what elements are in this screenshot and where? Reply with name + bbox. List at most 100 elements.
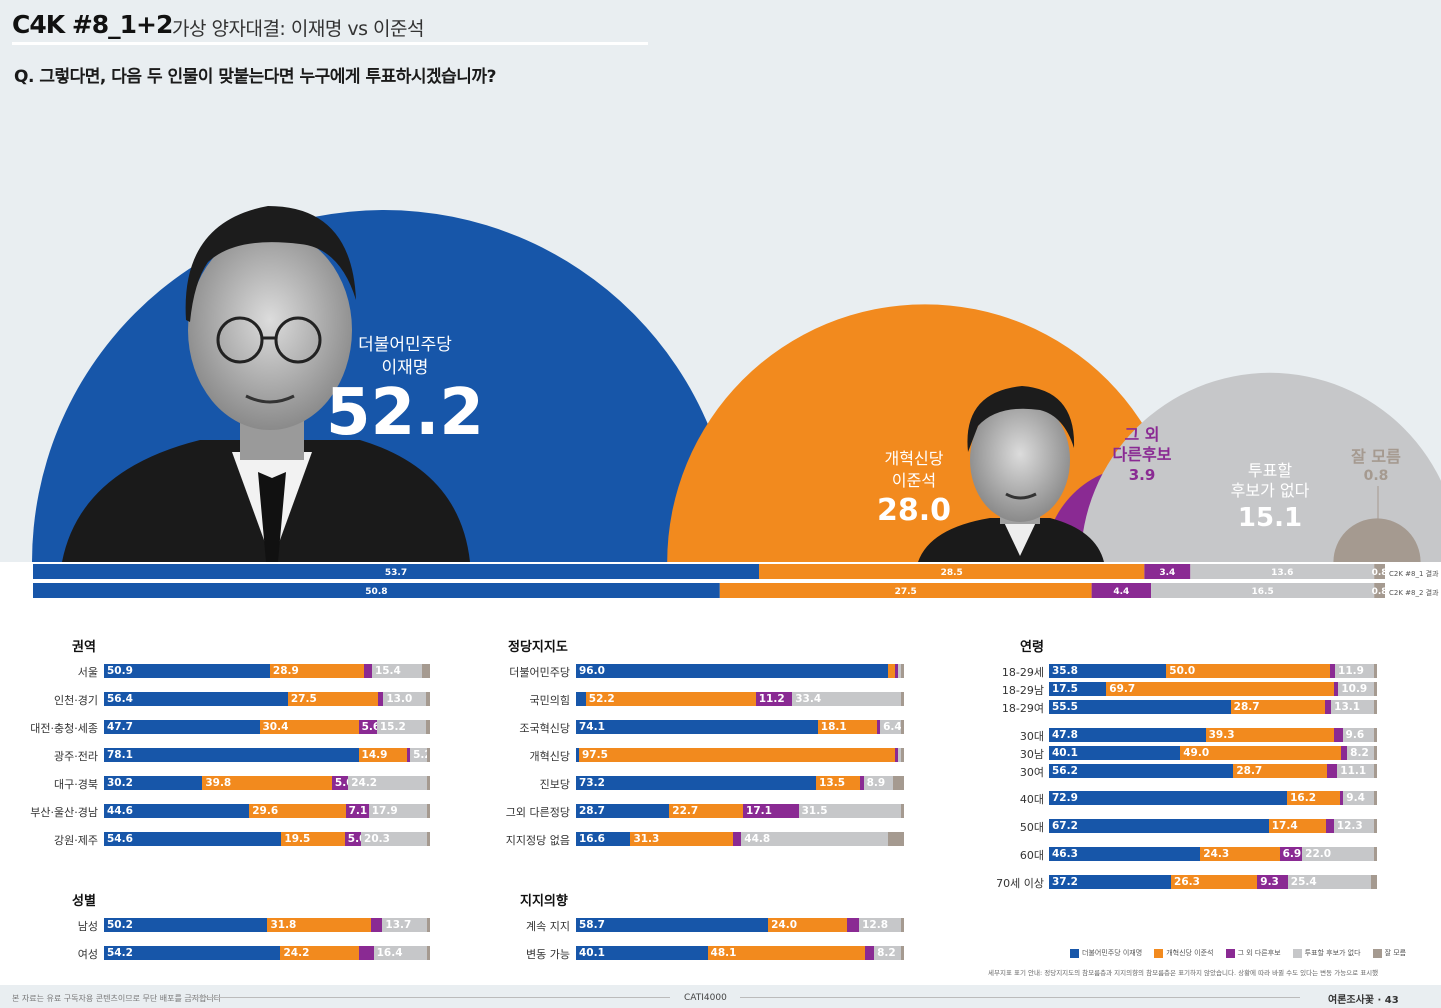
row-label: 지지정당 없음 <box>505 834 570 847</box>
bar-segment: 8.9 <box>863 776 893 790</box>
section-title: 연령 <box>1020 640 1044 655</box>
row-label: 30남 <box>1019 748 1044 761</box>
row-label: 개혁신당 <box>529 750 570 763</box>
bar-segment: 56.4 <box>104 692 288 706</box>
bar-segment: 72.9 <box>1049 791 1288 805</box>
bar-segment: 28.9 <box>269 664 365 678</box>
bar-segment <box>1325 819 1334 833</box>
bar-segment <box>576 692 586 706</box>
stacked-bar: 40.1 48.1 8.2 <box>576 946 905 960</box>
bar-segment: 24.3 <box>1200 847 1280 861</box>
bar-segment: 46.3 <box>1049 847 1201 861</box>
bar-segment <box>897 664 901 678</box>
footer-notice: 본 자료는 유료 구독자용 콘텐츠이므로 무단 배포를 금지합니다 <box>12 994 222 1003</box>
comparison-series-1-label: C2K #8_1 결과 <box>1389 569 1439 578</box>
bar-segment <box>1374 682 1378 696</box>
bar-segment: 26.3 <box>1171 875 1258 889</box>
row-label: 여성 <box>77 948 98 961</box>
footer-rule <box>190 997 670 998</box>
bar-segment: 30.2 <box>104 776 203 790</box>
row-label: 70세 이상 <box>996 877 1044 890</box>
stacked-bar: 56.2 28.7 11.1 <box>1049 764 1377 778</box>
bar-segment: 28.7 <box>1230 700 1325 714</box>
bar-segment <box>426 720 430 734</box>
bar-segment: 58.7 <box>576 918 769 932</box>
bar-segment: 16.6 <box>576 832 631 846</box>
legend-label: 잘 모름 <box>1384 949 1407 957</box>
bar-segment: 69.7 <box>1106 682 1335 696</box>
row-label: 50대 <box>1019 821 1044 834</box>
stacked-bar: 17.5 69.7 10.9 <box>1049 682 1378 696</box>
bar-segment <box>427 946 430 960</box>
bar-segment: 73.2 <box>576 776 817 790</box>
row-label: 30대 <box>1019 730 1044 743</box>
bar-segment <box>427 918 430 932</box>
bar-segment <box>1374 847 1377 861</box>
stacked-bar: 47.8 39.3 9.6 <box>1049 728 1377 742</box>
bar-segment: 15.2 <box>376 720 427 734</box>
bar-segment: 67.2 <box>1049 819 1269 833</box>
comparison-value: 16.5 <box>1252 587 1274 597</box>
bar-segment: 27.5 <box>287 692 378 706</box>
candidate-photo-lee-jaemyung <box>62 206 470 562</box>
legend-swatch-orange <box>1154 948 1164 958</box>
bar-segment <box>1374 664 1377 678</box>
bar-segment <box>576 748 579 762</box>
label-none-line2: 후보가 없다 <box>1231 481 1310 500</box>
bar-segment: 47.8 <box>1049 728 1206 742</box>
bar-segment <box>422 664 430 678</box>
row-label: 18-29세 <box>1001 666 1044 679</box>
bar-segment <box>427 748 430 762</box>
legend-item: 투표할 후보가 없다 <box>1292 948 1361 958</box>
legend-item: 잘 모름 <box>1372 948 1407 958</box>
stacked-bar: 50.9 28.9 15.4 <box>104 664 430 678</box>
bar-segment <box>1374 728 1377 742</box>
row-label: 더불어민주당 <box>509 666 570 679</box>
bar-segment: 13.0 <box>383 692 426 706</box>
label-name-lee-jaemyung: 이재명 <box>382 358 429 378</box>
stacked-bar: 40.1 49.0 8.2 <box>1049 746 1377 760</box>
stacked-bar: 54.619.55.020.3 <box>104 832 430 846</box>
bar-segment <box>377 692 384 706</box>
bar-segment: 16.4 <box>373 946 427 960</box>
bar-segment <box>1334 728 1343 742</box>
bar-segment <box>1334 682 1339 696</box>
semi-none <box>1080 372 1441 562</box>
row-label: 40대 <box>1019 793 1044 806</box>
bar-segment: 28.7 <box>576 804 670 818</box>
bar-segment: 11.1 <box>1337 764 1374 778</box>
bar-segment: 24.2 <box>280 946 360 960</box>
bar-segment: 25.4 <box>1287 875 1372 889</box>
bar-segment: 19.5 <box>281 832 345 846</box>
stacked-bar: 35.8 50.0 11.9 <box>1049 664 1377 678</box>
comparison-segment <box>1151 583 1375 598</box>
page-subtitle: 가상 양자대결: 이재명 vs 이준석 <box>172 18 424 40</box>
row-label: 진보당 <box>539 778 570 791</box>
bar-segment: 97.5 <box>579 748 895 762</box>
bar-segment <box>901 748 904 762</box>
bar-segment: 49.0 <box>1180 746 1341 760</box>
bar-segment: 50.2 <box>104 918 268 932</box>
bar-segment: 16.2 <box>1287 791 1341 805</box>
bar-segment: 12.3 <box>1333 819 1374 833</box>
stacked-bar: 78.114.95.2 <box>104 748 430 762</box>
bar-segment: 9.4 <box>1343 791 1374 805</box>
bar-segment: 56.2 <box>1049 764 1234 778</box>
candidate-photo-lee-junseok <box>918 386 1104 562</box>
row-label: 계속 지지 <box>526 920 570 933</box>
bar-segment <box>894 664 898 678</box>
bar-segment <box>901 804 904 818</box>
bar-segment: 22.7 <box>669 804 744 818</box>
bar-segment: 74.1 <box>576 720 818 734</box>
bar-segment: 17.4 <box>1268 819 1326 833</box>
row-label: 60대 <box>1019 849 1044 862</box>
bar-segment <box>888 832 904 846</box>
stacked-bar: 97.5 <box>576 748 904 762</box>
comparison-segment <box>1374 583 1385 598</box>
bar-segment: 35.8 <box>1049 664 1167 678</box>
breakdown-panel: 권역 서울 50.9 28.9 15.4 인천·경기 56.4 27.5 13.0 대전·충청·세… <box>0 605 1441 985</box>
row-label: 18-29남 <box>1001 684 1044 697</box>
bar-segment <box>901 664 904 678</box>
bar-segment <box>876 720 881 734</box>
stacked-bar: 16.6 31.3 44.8 <box>576 832 904 846</box>
